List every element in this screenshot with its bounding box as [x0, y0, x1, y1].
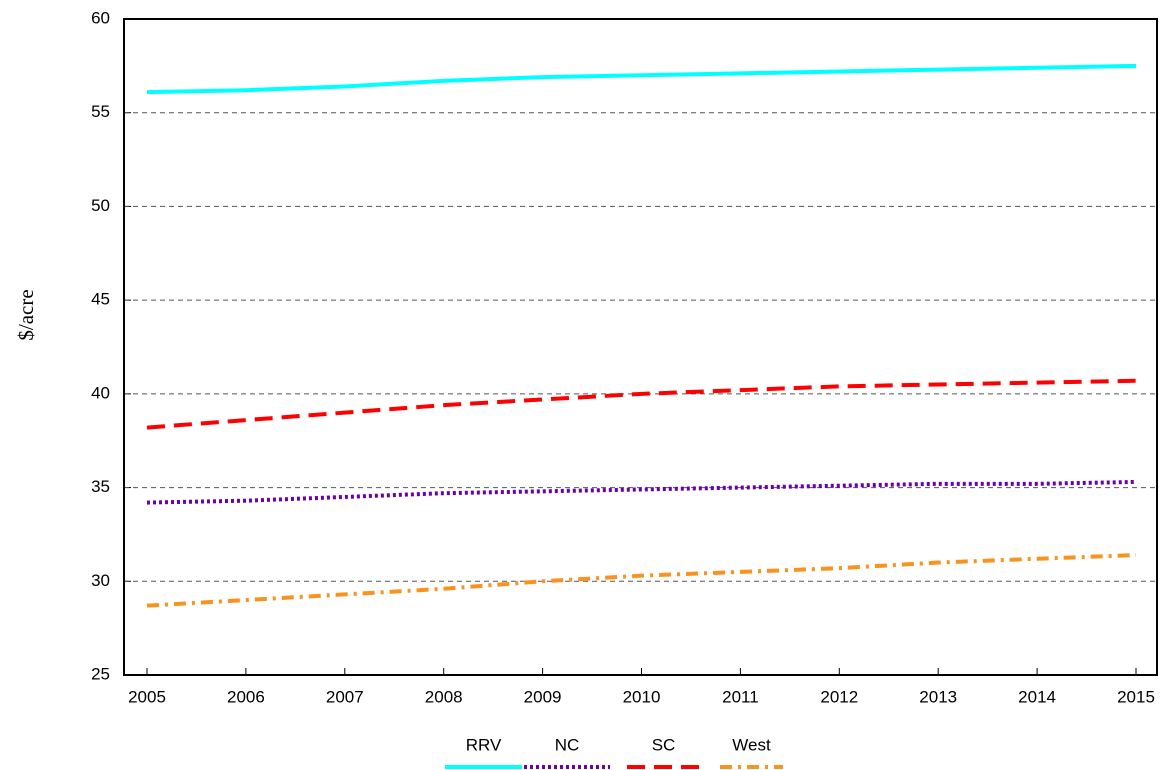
x-tick-label: 2011: [722, 687, 759, 706]
legend-label: SC: [652, 735, 676, 754]
series-line: [146, 378, 1137, 430]
legend-label: RRV: [466, 735, 502, 754]
x-tick-label: 2009: [524, 687, 562, 706]
y-tick-label: 25: [91, 664, 110, 683]
y-tick-label: 55: [91, 102, 110, 121]
x-tick-label: 2014: [1018, 687, 1056, 706]
y-tick-label: 40: [91, 383, 110, 402]
x-tick-label: 2005: [128, 687, 166, 706]
x-tick-label: 2008: [425, 687, 463, 706]
legend-label: West: [732, 735, 771, 754]
y-tick-label: 60: [91, 8, 110, 27]
y-tick-label: 45: [91, 290, 110, 309]
x-tick-label: 2015: [1117, 687, 1155, 706]
legend-label: NC: [555, 735, 580, 754]
x-tick-label: 2010: [623, 687, 661, 706]
series-line: [146, 63, 1137, 95]
series-line: [146, 479, 1137, 505]
x-tick-label: 2006: [227, 687, 265, 706]
plot-frame: [123, 18, 1158, 676]
x-tick-label: 2013: [919, 687, 957, 706]
y-axis-label: $/acre: [14, 289, 38, 340]
series-line: [146, 553, 1137, 608]
x-tick-label: 2012: [820, 687, 858, 706]
x-tick-label: 2007: [326, 687, 364, 706]
y-tick-label: 35: [91, 477, 110, 496]
y-tick-label: 50: [91, 196, 110, 215]
y-tick-label: 30: [91, 571, 110, 590]
